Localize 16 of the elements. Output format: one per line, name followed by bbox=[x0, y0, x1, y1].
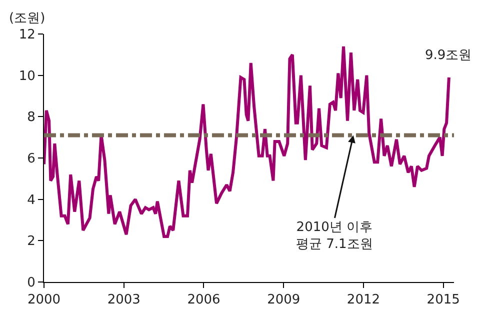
y-tick-label: 12 bbox=[18, 28, 36, 43]
annotation: 9.9조원 bbox=[425, 48, 472, 63]
x-tick-label: 2003 bbox=[107, 292, 140, 308]
x-tick-label: 2009 bbox=[267, 292, 300, 308]
x-tick-label: 2000 bbox=[27, 292, 61, 308]
y-tick-label: 8 bbox=[27, 110, 36, 126]
y-tick-label: 2 bbox=[27, 234, 36, 250]
y-tick-label: 6 bbox=[27, 152, 36, 167]
x-tick-label: 2012 bbox=[346, 292, 380, 308]
y-axis-title: (조원) bbox=[9, 11, 46, 26]
y-tick-label: 4 bbox=[27, 192, 36, 208]
annotation: 2010년 이후 평균 7.1조원 bbox=[296, 220, 373, 252]
y-tick-label: 10 bbox=[18, 68, 36, 84]
y-tick-label: 0 bbox=[27, 276, 36, 291]
x-tick-label: 2006 bbox=[187, 292, 220, 308]
x-tick-label: 2015 bbox=[426, 292, 460, 308]
